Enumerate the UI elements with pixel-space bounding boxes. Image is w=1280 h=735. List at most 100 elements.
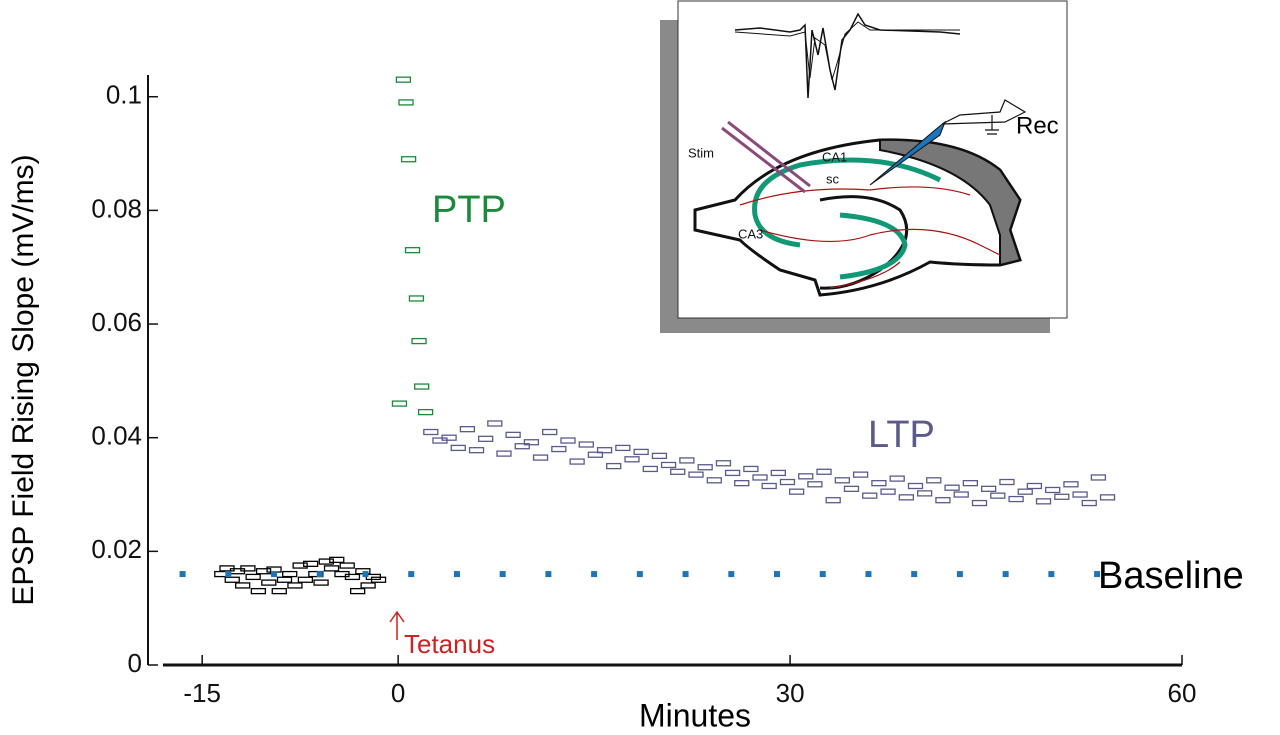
point xyxy=(350,587,366,595)
point xyxy=(880,488,896,495)
annotation: Tetanus xyxy=(404,629,495,659)
point xyxy=(287,582,303,589)
point xyxy=(459,426,476,433)
point xyxy=(862,492,878,499)
baseline-dot xyxy=(316,571,323,578)
x-tick-label: 60 xyxy=(1168,678,1197,708)
point xyxy=(624,456,640,463)
point xyxy=(962,480,979,487)
point xyxy=(542,428,558,436)
point xyxy=(523,439,540,446)
point xyxy=(816,468,832,475)
point xyxy=(596,447,613,454)
point xyxy=(578,441,594,448)
point xyxy=(852,471,869,478)
point xyxy=(302,560,319,567)
point xyxy=(329,556,345,564)
point xyxy=(318,558,334,565)
point xyxy=(370,576,387,583)
point xyxy=(1099,494,1116,501)
point xyxy=(478,435,494,442)
point xyxy=(450,444,466,452)
point xyxy=(935,497,951,504)
baseline-dot xyxy=(545,571,552,578)
baseline-dot xyxy=(179,571,186,578)
y-tick-label: 0 xyxy=(128,648,142,678)
annotation: LTP xyxy=(868,414,935,456)
point xyxy=(417,408,434,416)
x-tick-label: 30 xyxy=(776,678,805,708)
point xyxy=(441,434,457,441)
point xyxy=(1026,482,1043,490)
baseline-dot xyxy=(682,571,689,578)
point xyxy=(688,471,704,478)
point xyxy=(1008,495,1024,503)
point xyxy=(697,464,713,471)
point xyxy=(798,473,814,480)
point xyxy=(752,474,768,481)
point xyxy=(282,570,298,578)
point xyxy=(313,579,329,586)
point xyxy=(271,587,287,595)
point xyxy=(825,497,841,504)
point xyxy=(551,445,567,453)
point xyxy=(743,465,759,473)
point xyxy=(670,468,686,475)
y-tick-label: 0.02 xyxy=(91,534,142,564)
point xyxy=(770,469,786,477)
point xyxy=(400,156,417,163)
point xyxy=(834,477,850,484)
point xyxy=(532,454,549,461)
point xyxy=(344,573,361,581)
y-tick-label: 0.1 xyxy=(106,80,142,110)
x-axis-label: Minutes xyxy=(639,697,751,733)
point xyxy=(1045,486,1061,494)
hippocampus-edge xyxy=(879,138,1022,267)
point xyxy=(898,494,914,501)
baseline-dot xyxy=(728,571,735,578)
point xyxy=(297,576,314,583)
point xyxy=(505,431,521,439)
point xyxy=(391,400,408,407)
point xyxy=(514,443,530,450)
point xyxy=(276,576,293,583)
baseline-dot xyxy=(1002,571,1009,578)
point xyxy=(944,484,960,491)
point xyxy=(423,428,439,436)
baseline-dot xyxy=(499,571,506,578)
point xyxy=(250,587,267,595)
point xyxy=(1072,491,1088,498)
point xyxy=(308,570,324,578)
point xyxy=(642,465,658,473)
point xyxy=(404,247,421,254)
point xyxy=(1063,481,1079,488)
trace xyxy=(734,21,960,81)
point xyxy=(496,450,512,457)
baseline-dot xyxy=(408,571,415,578)
point xyxy=(414,383,430,390)
point xyxy=(615,444,631,452)
inset-label: CA3 xyxy=(738,226,763,241)
point xyxy=(843,485,860,492)
inset-label: sc xyxy=(826,171,840,186)
point xyxy=(323,565,340,572)
baseline-dot xyxy=(865,571,872,578)
trace xyxy=(734,12,961,99)
point xyxy=(1054,493,1070,500)
y-axis-label: EPSP Field Rising Slope (mV/ms) xyxy=(7,154,40,605)
point xyxy=(871,480,887,487)
point xyxy=(292,562,308,569)
y-tick-label: 0.08 xyxy=(91,193,142,223)
point xyxy=(660,461,677,469)
point xyxy=(408,295,425,302)
cell-layer xyxy=(839,212,908,280)
point xyxy=(779,478,796,486)
stim-electrode xyxy=(721,120,811,194)
point xyxy=(807,481,823,488)
point xyxy=(981,485,997,492)
point xyxy=(606,462,622,470)
point xyxy=(999,478,1015,486)
inset: Stim CA1 sc CA3 Rec xyxy=(660,0,1068,333)
point xyxy=(990,492,1006,499)
